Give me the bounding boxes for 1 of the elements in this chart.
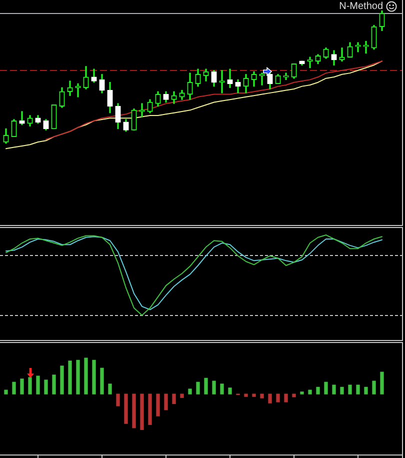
- chart-title: N-Method: [339, 1, 383, 13]
